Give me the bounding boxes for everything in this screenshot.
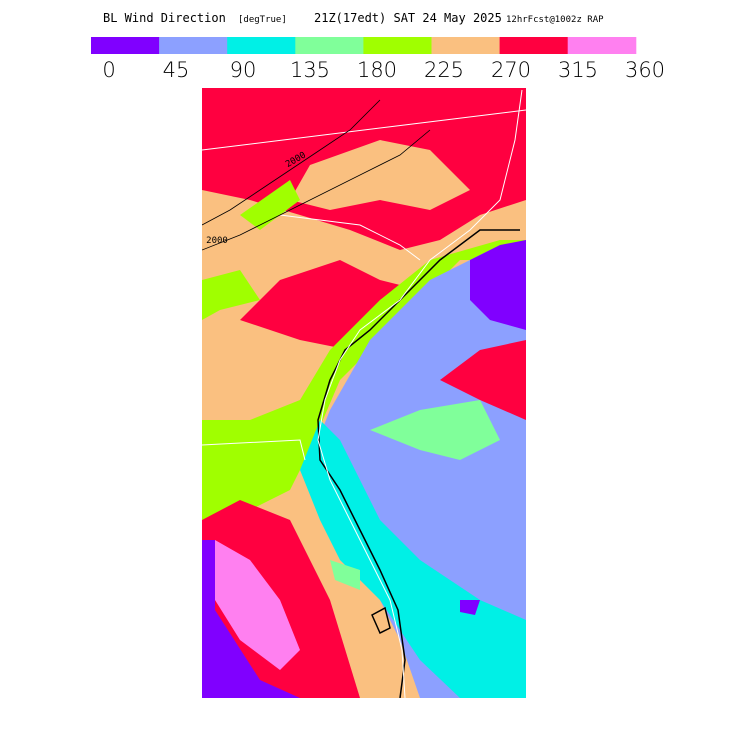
- region: [300, 420, 526, 698]
- terrain-contour: [202, 99, 381, 226]
- colorbar-segment: [159, 37, 228, 54]
- colorbar-segment: [363, 37, 432, 54]
- region: [202, 240, 526, 520]
- colorbar-label: 45: [163, 58, 190, 82]
- colorbar-label: 225: [424, 58, 464, 82]
- region: [202, 270, 260, 320]
- map: 2000 2000: [202, 88, 526, 698]
- region: [202, 540, 300, 698]
- lake: [371, 606, 391, 635]
- region: [440, 340, 526, 420]
- coastline: [317, 89, 523, 698]
- region: [215, 540, 300, 670]
- terrain-contour: [202, 129, 431, 251]
- colorbar-segment: [567, 37, 637, 54]
- region: [240, 180, 300, 230]
- state-border: [279, 214, 421, 261]
- colorbar-segment: [227, 37, 296, 54]
- colorbar-label: 270: [491, 58, 531, 82]
- colorbar-label: 360: [625, 58, 665, 82]
- colorbar-segment: [91, 37, 160, 54]
- colorbar-segment: [431, 37, 501, 54]
- colorbar-segment: [295, 37, 364, 54]
- colorbar-segment: [499, 37, 569, 54]
- units: [degTrue]: [238, 15, 287, 25]
- colorbar-label: 90: [230, 58, 257, 82]
- region: [330, 560, 360, 590]
- colorbar-label: 0: [102, 58, 115, 82]
- state-border: [202, 109, 526, 151]
- valid-time: 21Z(17edt) SAT 24 May 2025: [314, 11, 502, 25]
- colorbar-label: 180: [357, 58, 397, 82]
- coastline: [317, 229, 520, 698]
- region: [290, 140, 470, 210]
- colorbar-label: 315: [558, 58, 598, 82]
- region: [470, 240, 526, 330]
- region: [202, 500, 360, 698]
- region: [370, 400, 500, 460]
- contour-label: 2000: [206, 236, 228, 246]
- region: [460, 600, 480, 615]
- region: [310, 240, 526, 698]
- forecast: 12hrFcst@1002z RAP: [506, 15, 604, 25]
- state-border: [202, 439, 306, 461]
- colorbar: 0 45 90 135 180 225 270 315 360: [91, 37, 665, 82]
- colorbar-label: 135: [290, 58, 330, 82]
- title: BL Wind Direction: [103, 11, 226, 25]
